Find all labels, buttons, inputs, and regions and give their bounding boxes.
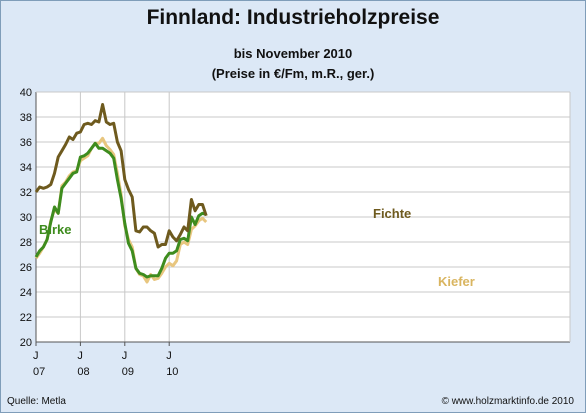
series-label-fichte: Fichte [373,206,411,221]
x-tick-label-month: J [166,350,172,362]
chart-subtitle-units: (Preise in €/Fm, m.R., ger.) [211,66,375,81]
chart-subtitle-period: bis November 2010 [233,46,353,61]
y-tick-label: 40 [20,87,32,99]
y-tick-label: 34 [20,162,32,174]
x-tick-label-month: J [122,350,128,362]
y-tick-label: 36 [20,137,32,149]
series-label-kiefer: Kiefer [438,274,475,289]
x-tick-label-month: J [33,350,39,362]
x-tick-label-year: 07 [33,366,45,378]
x-tick-label-year: 08 [77,366,89,378]
series-line-fichte [34,103,208,249]
series-label-birke: Birke [39,222,72,237]
y-tick-label: 38 [20,112,32,124]
series-line-birke [34,141,207,279]
y-tick-label: 20 [20,337,32,349]
source-note: Quelle: Metla [7,396,66,407]
y-tick-label: 30 [20,212,32,224]
chart-title: Finnland: Industrieholzpreise [146,6,440,29]
y-tick-label: 32 [20,187,32,199]
copyright-note: © www.holzmarktinfo.de 2010 [441,396,574,407]
y-tick-label: 28 [20,237,32,249]
x-tick-label-year: 09 [122,366,134,378]
y-tick-label: 24 [20,287,32,299]
y-tick-label: 22 [20,312,32,324]
x-tick-label-month: J [77,350,83,362]
y-tick-label: 26 [20,262,32,274]
x-tick-label-year: 10 [166,366,178,378]
